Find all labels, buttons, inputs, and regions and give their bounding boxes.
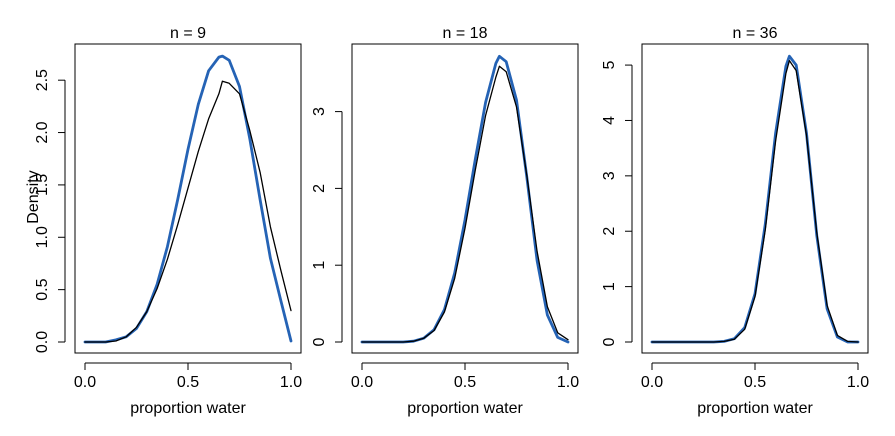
x-axis-label: proportion water [697, 400, 813, 417]
y-tick-label: 3 [311, 107, 328, 116]
approximation-curve [360, 54, 570, 344]
x-tick-label: 0.0 [74, 374, 96, 391]
panel-title: n = 9 [170, 25, 206, 42]
y-tick-label: 0.5 [34, 278, 51, 300]
y-tick-label: 0.0 [34, 331, 51, 353]
y-tick-label: 5 [601, 61, 618, 70]
x-tick-label: 0.5 [454, 374, 476, 391]
panel-n-36: n = 36 proportion water 0.0 0.5 1.0 0 1 2 3 4 5 [601, 25, 869, 417]
plot-frame [74, 43, 302, 354]
x-tick-label: 1.0 [557, 374, 579, 391]
y-tick-label: 1.0 [34, 226, 51, 248]
x-tick-label: 1.0 [280, 374, 302, 391]
exact-curve [651, 59, 859, 343]
approximation-curve [650, 54, 860, 344]
plot-frame [641, 43, 869, 354]
x-tick-label: 1.0 [847, 374, 869, 391]
y-tick-label: 3 [601, 171, 618, 180]
x-tick-label: 0.5 [744, 374, 766, 391]
y-axis-label: Density [25, 170, 42, 223]
x-axis-label: proportion water [130, 400, 246, 417]
y-tick-label: 2.5 [34, 69, 51, 91]
y-tick-label: 2.0 [34, 121, 51, 143]
exact-curve [84, 80, 292, 343]
approximation-curve [83, 54, 293, 344]
panel-title: n = 36 [733, 25, 778, 42]
y-tick-label: 1 [601, 282, 618, 291]
y-tick-label: 2 [311, 184, 328, 193]
x-tick-label: 0.5 [177, 374, 199, 391]
y-tick-label: 1.5 [34, 174, 51, 196]
plot-frame [351, 43, 579, 354]
y-tick-label: 0 [311, 337, 328, 346]
y-tick-label: 2 [601, 227, 618, 236]
y-tick-label: 0 [601, 337, 618, 346]
exact-curve [361, 65, 569, 343]
y-tick-label: 4 [601, 116, 618, 125]
x-tick-label: 0.0 [351, 374, 373, 391]
y-tick-label: 1 [311, 261, 328, 270]
panel-title: n = 18 [443, 25, 488, 42]
x-tick-label: 0.0 [641, 374, 663, 391]
x-axis-label: proportion water [407, 400, 523, 417]
panel-n-9: n = 9 Density proportion water 0.0 0.5 1.0… [25, 25, 302, 417]
panel-n-18: n = 18 proportion water 0.0 0.5 1.0 0 1 2 3 [311, 25, 579, 417]
